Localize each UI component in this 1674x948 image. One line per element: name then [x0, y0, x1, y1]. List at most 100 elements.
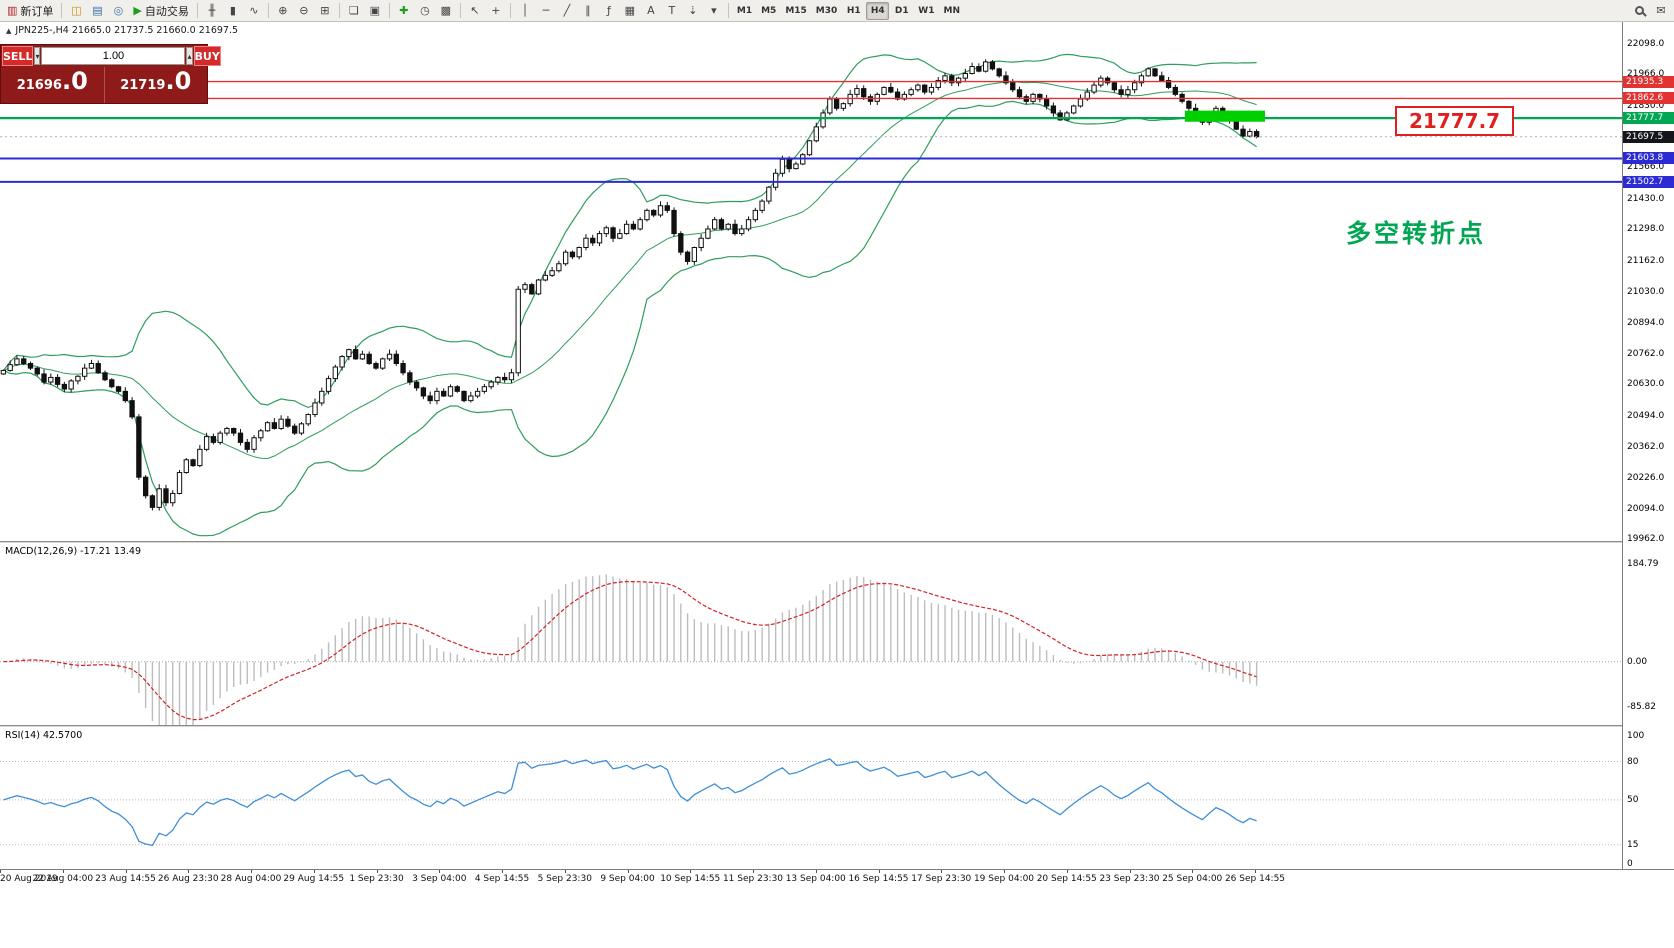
arrange-windows-icon[interactable]: ❏ [344, 1, 364, 21]
horizontal-line-icon: ─ [542, 4, 550, 17]
charts-window-icon[interactable]: ◫ [66, 1, 86, 21]
toolbar-separator [196, 3, 198, 18]
sell-button[interactable]: SELL [2, 46, 34, 66]
time-tickmark [1129, 870, 1131, 873]
time-tickmark [125, 870, 127, 873]
volume-down-button[interactable]: ▾ [34, 47, 41, 65]
line-chart-icon[interactable]: ∿ [244, 1, 264, 21]
channel-icon[interactable]: ∥ [578, 1, 598, 21]
pane-separator[interactable] [0, 541, 1674, 543]
timeframe-h1-button[interactable]: H1 [846, 5, 861, 16]
time-tick-label: 11 Sep 23:30 [722, 874, 784, 884]
volume-up-button[interactable]: ▴ [186, 47, 193, 65]
buy-button[interactable]: BUY [193, 46, 221, 66]
price-chart-pane[interactable] [0, 22, 1622, 541]
timeframe-m30-button[interactable]: M30 [815, 5, 838, 16]
price-tick-label: -85.82 [1627, 701, 1657, 712]
arrows-icon[interactable]: ⇣ [683, 1, 703, 21]
timeframe-m1-button[interactable]: M1 [736, 5, 753, 16]
new-order-button[interactable]: ▥ 新订单 [3, 1, 57, 21]
price-tick-label: 20762.0 [1627, 348, 1665, 359]
text-icon: A [647, 4, 655, 17]
sell-price[interactable]: 21696 .0 [1, 67, 104, 103]
shapes-icon[interactable]: ▦ [620, 1, 640, 21]
time-tickmark [376, 870, 378, 873]
horizontal-line-icon[interactable]: ─ [536, 1, 556, 21]
macd-pane[interactable] [0, 543, 1622, 725]
sell-price-decimal: .0 [61, 67, 88, 95]
price-tick-label: 21030.0 [1627, 286, 1665, 297]
pane-separator[interactable] [0, 725, 1674, 727]
vertical-line-icon: │ [521, 4, 529, 17]
timeframe-m15-button[interactable]: M15 [785, 5, 807, 16]
charts-window-icon: ◫ [71, 4, 82, 17]
period-icon[interactable]: ◷ [415, 1, 435, 21]
profiles-icon[interactable]: ▤ [87, 1, 107, 21]
toolbar-separator [388, 3, 390, 18]
cursor-icon[interactable]: ↖ [465, 1, 485, 21]
candlestick-chart-icon: ▮ [229, 4, 236, 17]
time-tickmark [0, 870, 1, 873]
timeframe-mn-button[interactable]: MN [943, 5, 960, 16]
buy-price[interactable]: 21719 .0 [103, 67, 208, 103]
price-tick-label: 20894.0 [1627, 318, 1665, 329]
price-tick-label: 100 [1627, 730, 1645, 741]
time-axis: 20 Aug 2019 22 Aug 04:00 23 Aug 14:55 26 Au… [0, 869, 1674, 889]
text-icon[interactable]: A [641, 1, 661, 21]
cascade-windows-icon[interactable]: ▣ [365, 1, 385, 21]
toolbar-separator [459, 3, 461, 18]
time-tick-label: 13 Sep 04:00 [785, 874, 846, 884]
bar-chart-icon[interactable]: ╫ [202, 1, 222, 21]
time-tickmark [1192, 870, 1194, 873]
zoom-out-icon[interactable]: ⊖ [294, 1, 314, 21]
time-tick-label: 29 Aug 14:55 [283, 874, 345, 884]
shapes-icon: ▦ [624, 4, 636, 17]
cursor-icon: ↖ [470, 4, 480, 17]
search-icon [1634, 6, 1644, 15]
time-tickmark [941, 870, 943, 873]
add-indicator-icon[interactable]: ✚ [394, 1, 414, 21]
fibonacci-icon[interactable]: ƒ [599, 1, 619, 21]
price-tick-label: 21966.0 [1627, 69, 1665, 80]
objects-dropdown-icon: ▾ [711, 4, 717, 17]
objects-dropdown-icon[interactable]: ▾ [704, 1, 724, 21]
crosshair-icon[interactable]: + [486, 1, 506, 21]
templates-icon[interactable]: ▩ [436, 1, 456, 21]
arrange-windows-icon: ❏ [348, 4, 359, 17]
time-tickmark [251, 870, 252, 873]
buy-price-decimal: .0 [165, 67, 192, 95]
collapse-arrow-icon[interactable]: ▲ [6, 26, 12, 35]
timeframe-m5-button[interactable]: M5 [761, 5, 777, 16]
price-axis-badge: 21935.3 [1623, 75, 1674, 88]
toolbar-separator [509, 3, 511, 18]
timeframe-h4-button[interactable]: H4 [866, 1, 890, 20]
refresh-icon[interactable]: ◎ [108, 1, 128, 21]
time-tick-label: 25 Sep 04:00 [1162, 874, 1223, 884]
auto-trading-button[interactable]: ▶ 自动交易 [129, 1, 192, 21]
time-tickmark [627, 870, 629, 873]
feedback-icon[interactable]: ✉ [1651, 1, 1671, 21]
time-tick-label: 20 Aug 2019 [0, 874, 58, 884]
search-icon[interactable] [1629, 1, 1649, 21]
candlestick-chart-icon[interactable]: ▮ [223, 1, 243, 21]
price-tick-label: 21162.0 [1627, 255, 1665, 266]
label-icon[interactable]: T [662, 1, 682, 21]
rsi-pane[interactable] [0, 727, 1622, 869]
time-tick-label: 19 Sep 04:00 [973, 874, 1035, 884]
time-tick-label: 3 Sep 04:00 [412, 874, 467, 884]
profiles-icon: ▤ [92, 4, 103, 17]
line-chart-icon: ∿ [249, 4, 259, 17]
vertical-line-icon[interactable]: │ [515, 1, 535, 21]
timeframe-w1-button[interactable]: W1 [918, 5, 935, 16]
tile-windows-icon[interactable]: ⊞ [315, 1, 335, 21]
toolbar-separator [727, 3, 729, 18]
time-tick-label: 5 Sep 23:30 [537, 874, 592, 884]
price-tick-label: 184.79 [1627, 559, 1659, 570]
timeframe-d1-button[interactable]: D1 [894, 5, 909, 16]
toolbar-separator [338, 3, 340, 18]
zoom-in-icon[interactable]: ⊕ [273, 1, 293, 21]
trendline-icon[interactable]: ╱ [557, 1, 577, 21]
volume-input[interactable] [41, 47, 186, 65]
time-tick-label: 23 Sep 23:30 [1099, 874, 1160, 884]
time-tickmark [878, 870, 880, 873]
